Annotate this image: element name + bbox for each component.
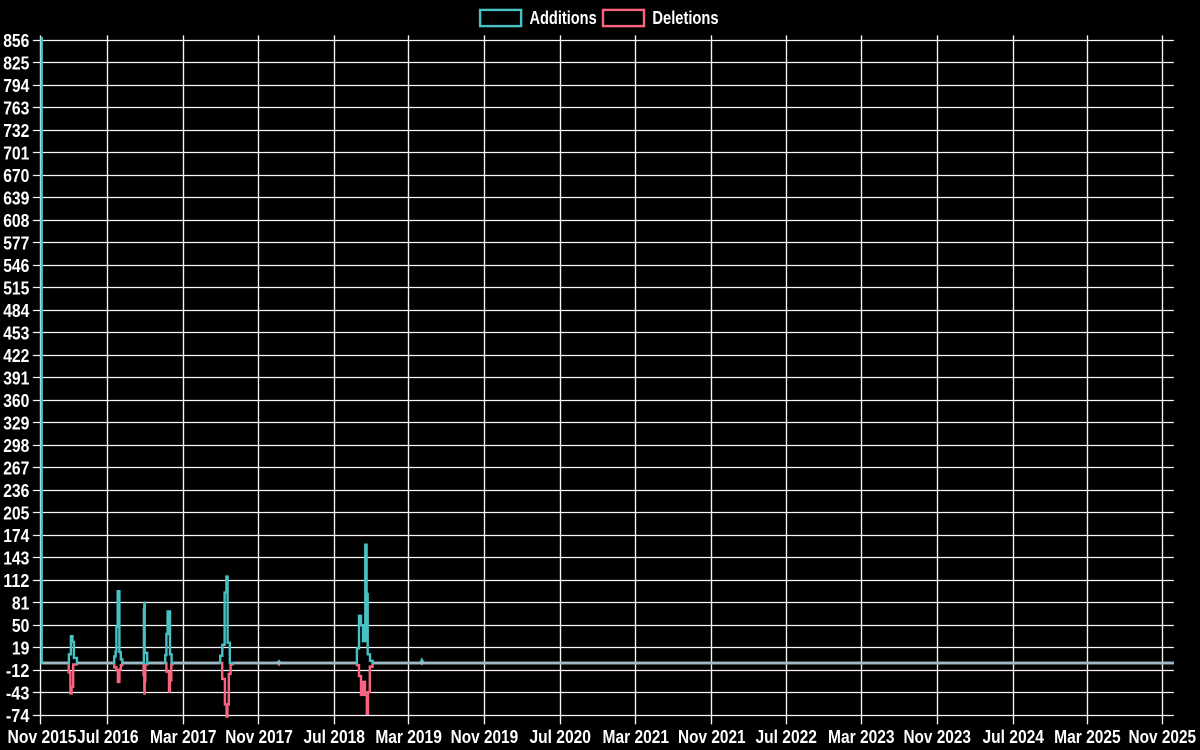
svg-text:112: 112 bbox=[3, 571, 29, 591]
svg-text:Deletions: Deletions bbox=[652, 8, 718, 28]
svg-text:670: 670 bbox=[3, 166, 29, 186]
svg-text:-43: -43 bbox=[6, 683, 30, 703]
svg-text:Jul 2020: Jul 2020 bbox=[529, 727, 591, 747]
svg-text:205: 205 bbox=[3, 503, 29, 523]
svg-text:360: 360 bbox=[3, 391, 29, 411]
svg-text:794: 794 bbox=[3, 76, 29, 96]
svg-text:Nov 2015: Nov 2015 bbox=[8, 727, 77, 747]
svg-text:422: 422 bbox=[3, 346, 29, 366]
svg-text:Jul 2016: Jul 2016 bbox=[77, 727, 139, 747]
svg-text:Mar 2025: Mar 2025 bbox=[1054, 727, 1121, 747]
svg-text:763: 763 bbox=[3, 98, 29, 118]
svg-text:174: 174 bbox=[3, 526, 29, 546]
svg-text:Nov 2017: Nov 2017 bbox=[225, 727, 293, 747]
svg-text:-12: -12 bbox=[6, 661, 30, 681]
svg-text:391: 391 bbox=[3, 368, 29, 388]
svg-text:Jul 2018: Jul 2018 bbox=[303, 727, 365, 747]
svg-text:50: 50 bbox=[12, 616, 30, 636]
svg-text:143: 143 bbox=[3, 548, 29, 568]
svg-text:515: 515 bbox=[3, 278, 29, 298]
svg-text:856: 856 bbox=[3, 31, 29, 51]
svg-text:Mar 2021: Mar 2021 bbox=[603, 727, 670, 747]
svg-text:Jul 2022: Jul 2022 bbox=[755, 727, 817, 747]
svg-text:825: 825 bbox=[3, 53, 29, 73]
svg-text:608: 608 bbox=[3, 211, 29, 231]
svg-text:267: 267 bbox=[3, 458, 29, 478]
svg-text:453: 453 bbox=[3, 323, 29, 343]
svg-text:732: 732 bbox=[3, 121, 29, 141]
svg-text:546: 546 bbox=[3, 256, 29, 276]
svg-text:236: 236 bbox=[3, 481, 29, 501]
svg-text:81: 81 bbox=[12, 593, 30, 613]
svg-text:484: 484 bbox=[3, 301, 29, 321]
svg-text:Mar 2023: Mar 2023 bbox=[828, 727, 895, 747]
svg-text:639: 639 bbox=[3, 188, 29, 208]
svg-text:701: 701 bbox=[3, 143, 29, 163]
svg-text:577: 577 bbox=[3, 233, 29, 253]
svg-text:Nov 2021: Nov 2021 bbox=[678, 727, 746, 747]
svg-text:Nov 2019: Nov 2019 bbox=[451, 727, 519, 747]
svg-text:Additions: Additions bbox=[530, 8, 597, 28]
svg-text:-74: -74 bbox=[6, 706, 30, 726]
svg-text:329: 329 bbox=[3, 413, 29, 433]
svg-text:Nov 2025: Nov 2025 bbox=[1129, 727, 1197, 747]
svg-text:Mar 2017: Mar 2017 bbox=[150, 727, 217, 747]
svg-text:Mar 2019: Mar 2019 bbox=[375, 727, 442, 747]
svg-text:298: 298 bbox=[3, 436, 29, 456]
svg-text:Jul 2024: Jul 2024 bbox=[982, 727, 1044, 747]
svg-text:19: 19 bbox=[12, 638, 30, 658]
svg-text:Nov 2023: Nov 2023 bbox=[903, 727, 971, 747]
